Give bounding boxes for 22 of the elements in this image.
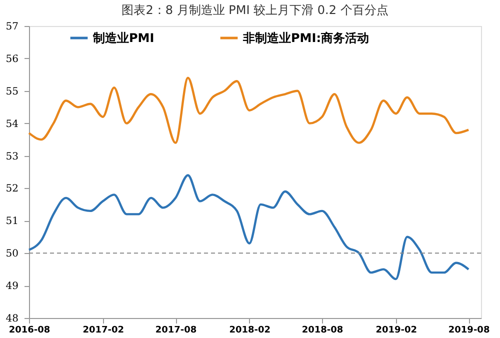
- y-tick-label: 53: [6, 151, 18, 162]
- y-tick-label: 56: [6, 54, 18, 65]
- x-tick-label: 2018-02: [229, 326, 271, 336]
- line-series: [28, 76, 470, 144]
- y-tick-label: 51: [6, 216, 18, 228]
- legend-label: 制造业PMI: [92, 31, 154, 45]
- x-tick-label: 2016-08: [8, 326, 50, 336]
- y-tick-label: 49: [6, 281, 18, 292]
- y-tick-label: 55: [6, 86, 18, 98]
- y-tick-label: 50: [6, 248, 18, 260]
- x-tick-label: 2018-08: [302, 326, 344, 336]
- chart-title: 图表2：8 月制造业 PMI 较上月下滑 0.2 个百分点: [122, 3, 388, 17]
- legend-label: 非制造业PMI:商务活动: [242, 31, 369, 45]
- x-tick-label: 2017-02: [82, 326, 124, 336]
- y-tick-label: 54: [6, 118, 18, 130]
- y-tick-label: 52: [6, 184, 18, 195]
- x-tick-label: 2019-08: [448, 326, 490, 336]
- x-tick-label: 2019-02: [376, 326, 418, 336]
- y-tick-label: 57: [6, 22, 18, 32]
- line-series: [28, 174, 470, 280]
- x-tick-label: 2017-08: [155, 326, 197, 336]
- y-tick-label: 48: [6, 314, 18, 324]
